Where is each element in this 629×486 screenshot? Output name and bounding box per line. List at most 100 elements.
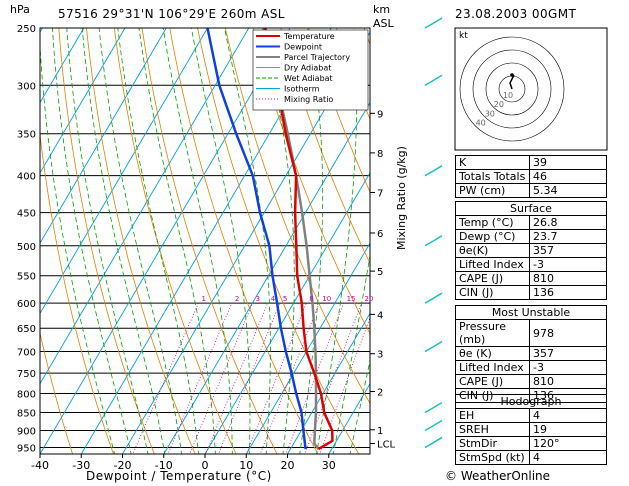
height-tick-label: 5 [377,267,383,278]
index-label: CAPE (J) [455,374,530,389]
index-value: -3 [529,360,607,375]
mixing-ratio-label: 2 [235,295,239,303]
dry-adiabat-line [224,28,370,405]
mixing-ratio-label: 3 [256,295,260,303]
temperature-tick-label: 20 [281,459,295,472]
height-tick-label: 9 [377,109,383,120]
index-value: 357 [529,243,607,258]
temperature-tick-label: -40 [31,459,49,472]
wet-adiabat-line [191,28,251,454]
index-label: θe (K) [455,346,530,361]
hodograph-title: Hodograph [455,394,607,409]
wind-barb [424,340,443,353]
height-tick-label: 7 [377,188,383,199]
table-row: Lifted Index -3 [455,360,607,375]
wet-adiabat-line [40,40,115,454]
mixing-ratio-line [132,302,199,454]
temperature-tick-label: 0 [202,459,209,472]
dry-adiabat-line [58,28,155,454]
table-row: CAPE (J) 810 [455,374,607,389]
index-value: 357 [529,346,607,361]
dry-adiabat-line [113,28,237,454]
index-value: 978 [529,319,607,347]
table-header-row: Surface [455,201,607,216]
wet-adiabat-line [224,28,271,454]
index-label: SREH [455,422,530,437]
pressure-tick-label: 950 [17,443,36,454]
height-tick-label: LCL [377,439,396,450]
hodograph-point [510,73,514,77]
table-row: SREH 19 [455,422,607,437]
table-row: Lifted Index -3 [455,257,607,272]
height-tick-label: 8 [377,149,383,160]
isotherm-line [40,28,126,174]
index-label: Totals Totals [455,169,530,184]
index-value: 120° [529,436,607,451]
dry-adiabat-line [197,28,360,454]
mixing-ratio-label: 10 [322,295,331,303]
indices-hodograph-table: Hodograph EH 4 SREH 19 StmDir 120° StmSpd (… [455,394,607,465]
index-value: 39 [529,155,607,170]
wind-barb [424,401,443,414]
hodograph-trace [509,74,515,90]
pressure-tick-label: 700 [17,348,36,359]
mixing-ratio-line [189,302,253,454]
wind-barb [424,292,443,304]
dry-adiabat-line [86,28,196,454]
height-tick-label: 1 [377,426,383,437]
index-label: CIN (J) [455,285,530,300]
hodograph-ring-label: 30 [485,109,495,118]
isotherm-line [0,28,1,454]
table-row: StmDir 120° [455,436,607,451]
indices-basic-table: K 39 Totals Totals 46 PW (cm) 5.34 [455,155,607,198]
legend-label: Parcel Trajectory [284,53,350,62]
pressure-tick-label: 900 [17,426,36,437]
wet-adiabat-line [98,28,183,454]
mixing-ratio-label: 20 [364,295,373,303]
index-value: 810 [529,374,607,389]
pressure-tick-label: 550 [17,272,36,283]
pressure-tick-label: 750 [17,369,36,380]
table-row: StmSpd (kt) 4 [455,450,607,465]
table-row: PW (cm) 5.34 [455,183,607,198]
station-title: 57516 29°31'N 106°29'E 260m ASL [58,7,285,21]
table-header-row: Most Unstable [455,305,607,320]
wet-adiabat-line [316,28,358,454]
index-label: Lifted Index [455,360,530,375]
pressure-tick-label: 400 [17,172,36,183]
table-row: CIN (J) 136 [455,285,607,300]
hodograph-ring-label: 10 [503,91,513,100]
dry-adiabat-line [308,28,370,193]
legend-label: Dewpoint [284,43,322,52]
legend-label: Wet Adiabat [284,74,333,83]
dry-adiabat-line [169,28,319,454]
height-tick-label: 3 [377,350,383,361]
legend-label: Temperature [283,32,335,41]
hodograph-ring [472,49,552,129]
mixing-ratio-line [259,302,320,454]
height-unit-label: km [373,3,391,16]
table-row: θe (K) 357 [455,346,607,361]
wind-barb [424,419,443,432]
isotherm-line [245,242,370,454]
index-label: Temp (°C) [455,215,530,230]
index-label: EH [455,408,530,423]
isotherm-line [287,312,370,454]
pressure-tick-label: 650 [17,324,36,335]
wet-adiabat-line [263,28,295,454]
index-value: 810 [529,271,607,286]
wind-barb [424,436,443,449]
mixing-ratio-label: 8 [309,295,313,303]
datetime-title: 23.08.2003 00GMT [455,7,577,21]
dry-adiabat-line [40,131,114,454]
isotherm-line [204,171,370,454]
pressure-tick-label: 800 [17,389,36,400]
index-label: θe(K) [455,243,530,258]
index-value: 5.34 [529,183,607,198]
temperature-tick-label: -20 [114,459,132,472]
wet-adiabat-line [332,253,370,454]
mixing-ratio-line [167,302,233,454]
mixing-ratio-label: 1 [201,295,205,303]
temperature-line [264,28,334,451]
